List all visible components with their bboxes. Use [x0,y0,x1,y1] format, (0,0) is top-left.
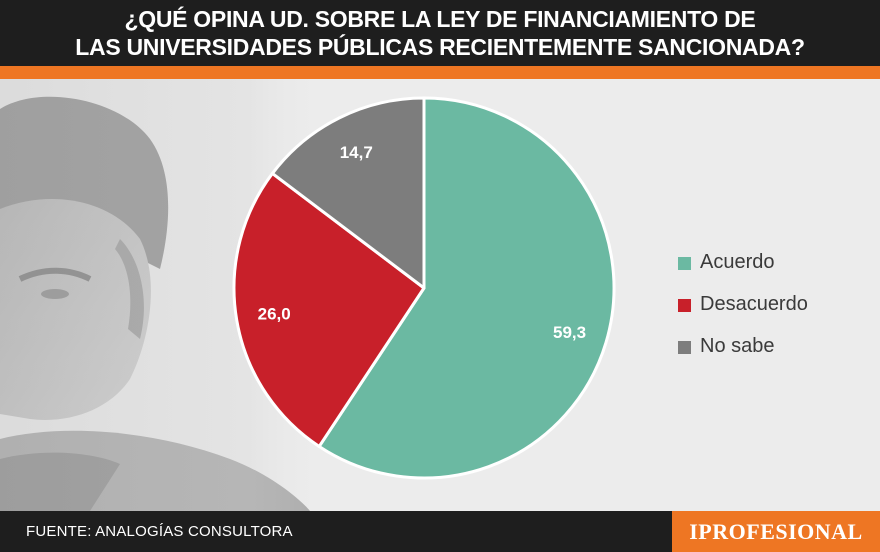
legend-label: Acuerdo [700,251,775,273]
brand-logo-text: IPROFESIONAL [689,519,863,544]
slice-value-label: 14,7 [340,143,373,162]
legend-label: No sabe [700,335,775,357]
title-line-1: ¿QUÉ OPINA UD. SOBRE LA LEY DE FINANCIAM… [124,6,756,32]
slice-value-label: 26,0 [258,305,291,324]
title-line-2: LAS UNIVERSIDADES PÚBLICAS RECIENTEMENTE… [75,34,805,60]
source-text: FUENTE: ANALOGÍAS CONSULTORA [26,523,293,540]
pie-slice-acuerdo [317,96,616,480]
pie-slice-no-sabe [270,96,426,290]
slice-value-label: 59,3 [553,323,586,342]
brand-logo: IPROFESIONAL [672,511,880,552]
legend-swatch [678,299,691,312]
header: ¿QUÉ OPINA UD. SOBRE LA LEY DE FINANCIAM… [0,0,880,66]
legend-swatch [678,341,691,354]
legend-swatch [678,257,691,270]
pie-slice-desacuerdo [232,171,426,448]
accent-bar [0,66,880,79]
legend-label: Desacuerdo [700,293,808,315]
